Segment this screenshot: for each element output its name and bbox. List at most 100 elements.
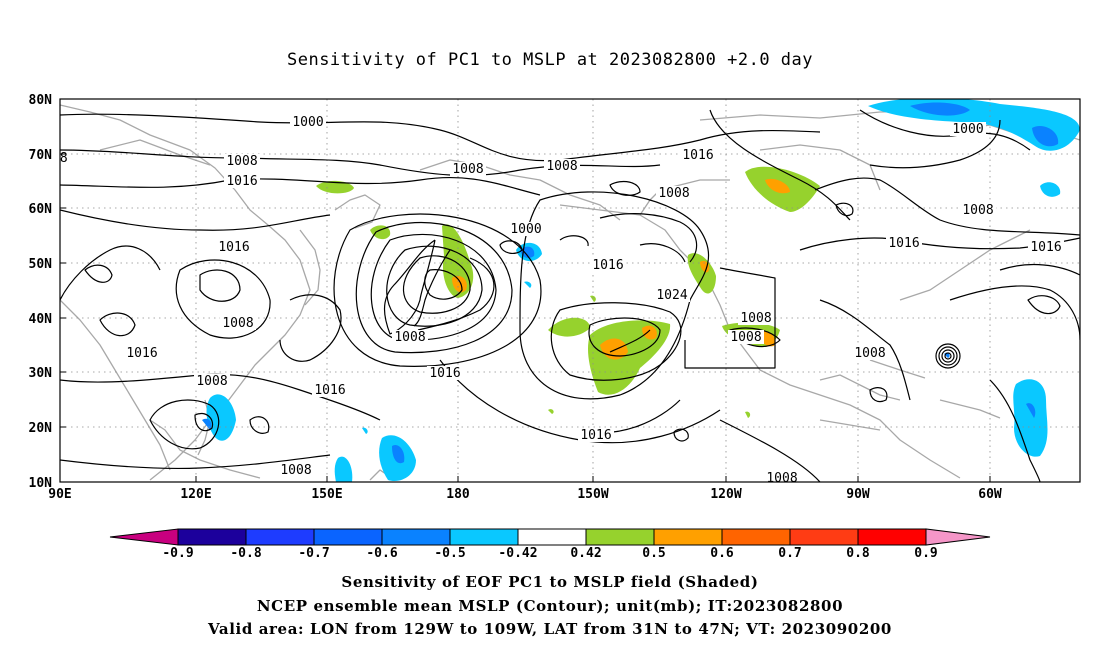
- contour-label: 1008: [730, 330, 761, 345]
- contour-label: 1008: [962, 203, 993, 218]
- positive-shading: [642, 325, 657, 340]
- positive-shading: [442, 224, 474, 298]
- positive-shading: [687, 253, 716, 294]
- colorbar-segment: [177, 528, 247, 546]
- colorbar-segment: [449, 528, 519, 546]
- contour-label: 1016: [218, 240, 249, 255]
- colorbar-segment: [721, 528, 791, 546]
- negative-shading: [1032, 125, 1059, 147]
- lon-label: 60W: [978, 487, 1002, 502]
- contour-label: 1024: [656, 288, 687, 303]
- positive-shading: [700, 260, 710, 273]
- contour-label: 1008: [740, 311, 771, 326]
- contour-label: 1008: [854, 346, 885, 361]
- lat-label: 60N: [29, 202, 53, 217]
- contour-label: 1008: [546, 159, 577, 174]
- contour-label: 1008: [658, 186, 689, 201]
- lat-label: 40N: [29, 312, 53, 327]
- caption-line-1: Sensitivity of EOF PC1 to MSLP field (Sh…: [341, 573, 759, 591]
- contour-label: 1016: [592, 258, 623, 273]
- lat-label: 50N: [29, 257, 53, 272]
- contour-label: 1008: [222, 316, 253, 331]
- colorbar-label: 0.7: [778, 546, 801, 561]
- colorbar-label: 0.5: [642, 546, 665, 561]
- lat-label: 20N: [29, 421, 53, 436]
- negative-shading: [334, 456, 353, 482]
- colorbar-label: -0.6: [366, 546, 397, 561]
- colorbar-label: -0.5: [434, 546, 465, 561]
- positive-shading: [590, 295, 596, 302]
- colorbar-segment: [381, 528, 451, 546]
- contour-label: 1008: [280, 463, 311, 478]
- lat-label: 10N: [29, 476, 53, 491]
- lat-label: 30N: [29, 366, 53, 381]
- map-title: Sensitivity of PC1 to MSLP at 2023082800…: [286, 50, 813, 70]
- lon-label: 90E: [48, 487, 71, 502]
- caption-line-3: Valid area: LON from 129W to 109W, LAT f…: [208, 620, 892, 638]
- negative-shading: [362, 427, 368, 434]
- colorbar: [109, 528, 991, 546]
- contour-label: 1008: [196, 374, 227, 389]
- lon-label: 180: [446, 487, 470, 502]
- colorbar-segment: [653, 528, 723, 546]
- colorbar-label: -0.9: [162, 546, 193, 561]
- lon-label: 120W: [710, 487, 741, 502]
- colorbar-label: -0.8: [230, 546, 261, 561]
- colorbar-label: 0.8: [846, 546, 870, 561]
- lon-label: 120E: [180, 487, 211, 502]
- sensitivity-shading: [202, 99, 1080, 482]
- plot-frame: [59, 98, 1081, 483]
- contour-label: 1000: [292, 115, 323, 130]
- colorbar-segment: [789, 528, 859, 546]
- colorbar-label: -0.7: [298, 546, 329, 561]
- contour-label: 1016: [226, 174, 257, 189]
- contour-labels: 1000 1008 1008 1008 1016 1016 1008 1008 1000 1016…: [36, 115, 1064, 486]
- lat-lon-grid: [60, 99, 1080, 482]
- lat-label: 80N: [29, 93, 53, 108]
- colorbar-segment: [109, 528, 179, 546]
- contour-label: 1016: [429, 366, 460, 381]
- positive-shading: [548, 317, 590, 337]
- contour-label: 1008: [394, 330, 425, 345]
- contour-label: 1008: [766, 471, 797, 486]
- colorbar-label: 0.9: [914, 546, 937, 561]
- negative-shading: [206, 394, 236, 441]
- negative-shading: [1026, 403, 1036, 418]
- contour-label: 1016: [126, 346, 157, 361]
- colorbar-label: -0.42: [498, 546, 537, 561]
- negative-shading: [392, 444, 405, 464]
- positive-shading: [370, 225, 391, 240]
- negative-shading: [868, 99, 1080, 151]
- colorbar-segment: [925, 528, 991, 546]
- contour-label: 1016: [682, 148, 713, 163]
- positive-shading: [548, 409, 554, 414]
- lon-label: 150W: [577, 487, 608, 502]
- contour-label: 1016: [314, 383, 345, 398]
- contour-label: 1008: [226, 154, 257, 169]
- contour-label: 1000: [952, 122, 983, 137]
- contour-label: 1000: [510, 222, 541, 237]
- lon-label: 90W: [846, 487, 870, 502]
- positive-shading: [452, 275, 467, 293]
- contour-label: 1008: [452, 162, 483, 177]
- lat-label: 70N: [29, 148, 53, 163]
- colorbar-label: 0.42: [570, 546, 601, 561]
- colorbar-segment: [857, 528, 927, 546]
- positive-shading: [765, 178, 790, 194]
- contour-label: 1016: [888, 236, 919, 251]
- negative-shading: [1040, 182, 1061, 197]
- colorbar-segment: [313, 528, 383, 546]
- colorbar-segment: [245, 528, 315, 546]
- colorbar-labels: -0.9 -0.8 -0.7 -0.6 -0.5 -0.42 0.42 0.5 0.6 0.7 0.…: [162, 546, 937, 561]
- contour-label: 1016: [1030, 240, 1061, 255]
- positive-shading: [745, 411, 751, 418]
- colorbar-segment: [585, 528, 655, 546]
- caption-line-2: NCEP ensemble mean MSLP (Contour); unit(…: [256, 597, 844, 615]
- colorbar-label: 0.6: [710, 546, 734, 561]
- contour-label: 1008: [36, 151, 67, 166]
- contour-label: 1016: [580, 428, 611, 443]
- axis-ticks: [60, 98, 991, 483]
- lon-label: 150E: [311, 487, 342, 502]
- negative-shading: [910, 102, 970, 116]
